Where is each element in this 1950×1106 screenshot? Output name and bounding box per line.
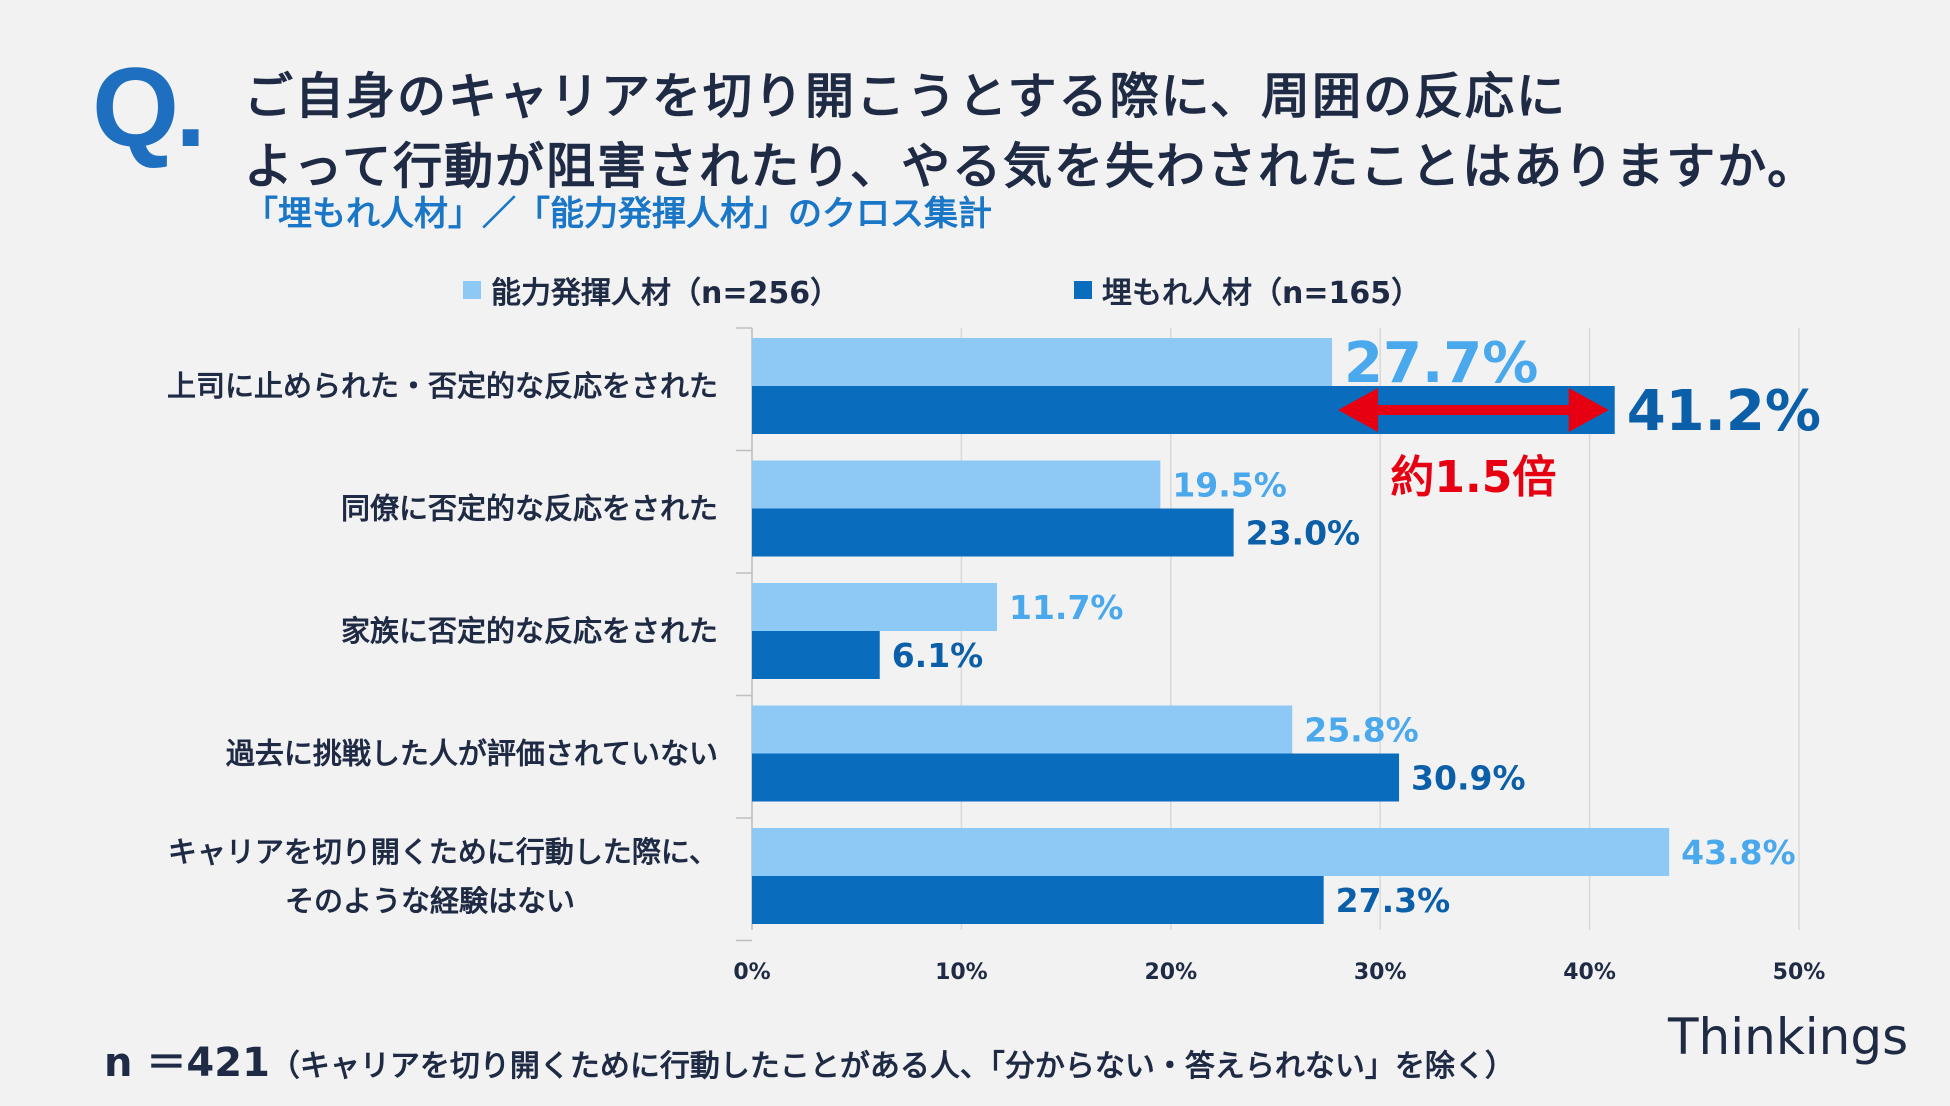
data-label-dark: 27.3% <box>1336 881 1451 920</box>
bar-light <box>752 583 997 631</box>
bar-light <box>752 338 1333 386</box>
data-label-dark: 30.9% <box>1411 758 1526 797</box>
category-label-line: 家族に否定的な反応をされた <box>341 614 718 648</box>
sample-size-note: （キャリアを切り開くために行動したことがある人、「分からない・答えられない」を除… <box>269 1049 1515 1084</box>
comparison-arrow-right-head <box>1568 388 1609 432</box>
legend-item-dark: 埋もれ人材（n=165） <box>1074 268 1421 312</box>
category-label-line: 同僚に否定的な反応をされた <box>341 492 718 526</box>
data-label-light: 43.8% <box>1681 833 1796 872</box>
data-label-dark: 23.0% <box>1246 513 1361 552</box>
category-label-line: そのような経験はない <box>285 884 575 918</box>
category-label: 家族に否定的な反応をされた <box>341 614 718 648</box>
chart-subtitle: 「埋もれ人材」／「能力発揮人材」のクロス集計 <box>244 194 992 234</box>
sample-size-label: n ＝421 <box>104 1040 270 1086</box>
x-tick-label: 0% <box>733 960 770 985</box>
sample-size: n ＝421（キャリアを切り開くために行動したことがある人、「分からない・答えら… <box>104 1030 1515 1088</box>
question-mark: Q. <box>92 45 206 170</box>
category-label-line: 過去に挑戦した人が評価されていない <box>226 737 718 771</box>
bar-light <box>752 705 1293 754</box>
category-label: キャリアを切り開くために行動した際に、そのような経験はない <box>168 835 718 918</box>
brand-logo: Thinkings <box>1668 1008 1909 1066</box>
comparison-annotation: 約1.5倍 <box>1390 452 1556 503</box>
data-label-dark: 6.1% <box>892 636 984 675</box>
x-tick-label: 50% <box>1773 960 1826 985</box>
bar-dark <box>752 876 1324 924</box>
question-title-line-1: ご自身のキャリアを切り開こうとする際に、周囲の反応に <box>244 68 1568 125</box>
x-tick-label: 20% <box>1144 960 1197 985</box>
question-title: ご自身のキャリアを切り開こうとする際に、周囲の反応に よって行動が阻害されたり、… <box>244 62 1924 202</box>
data-label-dark: 41.2% <box>1627 379 1821 444</box>
bar-dark <box>752 631 880 679</box>
category-label: 過去に挑戦した人が評価されていない <box>226 737 718 771</box>
legend-label-dark: 埋もれ人材（n=165） <box>1102 276 1422 311</box>
category-label: 上司に止められた・否定的な反応をされた <box>167 369 718 403</box>
bar-light <box>752 460 1161 509</box>
x-tick-label: 40% <box>1563 960 1616 985</box>
legend-swatch-dark <box>1074 281 1092 299</box>
question-title-line-2: よって行動が阻害されたり、やる気を失わされたことはありますか。 <box>244 138 1819 195</box>
legend-label-light: 能力発揮人材（n=256） <box>491 276 841 311</box>
data-label-light: 25.8% <box>1304 710 1419 749</box>
data-label-light: 27.7% <box>1344 331 1538 396</box>
category-label: 同僚に否定的な反応をされた <box>341 492 718 526</box>
bar-dark <box>752 508 1234 557</box>
x-tick-label: 10% <box>935 960 988 985</box>
legend-swatch-light <box>463 281 481 299</box>
data-label-light: 19.5% <box>1172 465 1287 504</box>
bar-dark <box>752 753 1400 802</box>
legend-item-light: 能力発揮人材（n=256） <box>463 268 840 312</box>
category-label-line: 上司に止められた・否定的な反応をされた <box>167 369 718 403</box>
data-label-light: 11.7% <box>1009 588 1124 627</box>
x-tick-label: 30% <box>1354 960 1407 985</box>
bar-light <box>752 828 1670 876</box>
comparison-arrow-left-head <box>1338 388 1379 432</box>
category-label-line: キャリアを切り開くために行動した際に、 <box>168 835 718 869</box>
